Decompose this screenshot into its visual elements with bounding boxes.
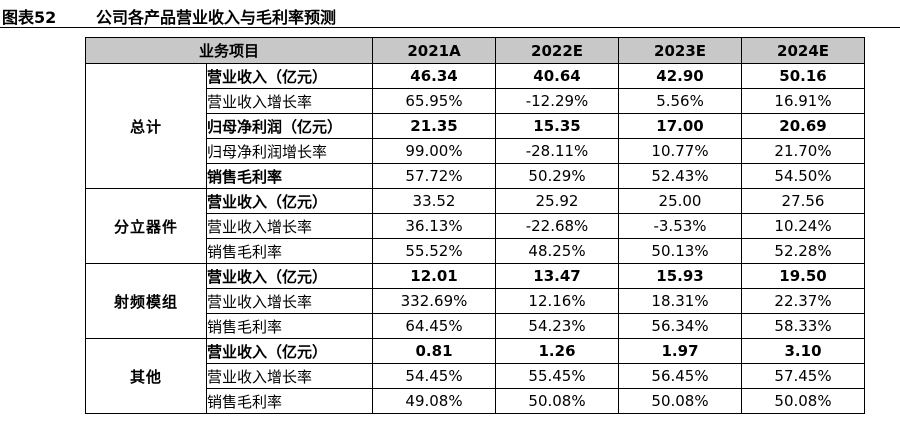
- value-cell: 21.35: [372, 113, 497, 139]
- table-row: 营业收入增长率 65.95% -12.29% 5.56% 16.91%: [86, 88, 866, 114]
- value-cell: 332.69%: [372, 288, 497, 314]
- value-cell: 25.92: [495, 188, 620, 214]
- value-cell: 13.47: [495, 263, 620, 289]
- value-cell: 99.00%: [372, 138, 497, 164]
- header-year: 2021A: [372, 37, 497, 64]
- value-cell: 52.43%: [618, 163, 743, 189]
- value-cell: 18.31%: [618, 288, 743, 314]
- value-cell: 36.13%: [372, 213, 497, 239]
- value-cell: 10.24%: [741, 213, 866, 239]
- group-label: 其他: [85, 338, 207, 414]
- value-cell: 12.16%: [495, 288, 620, 314]
- value-cell: -28.11%: [495, 138, 620, 164]
- value-cell: 50.16: [741, 63, 866, 89]
- header-year: 2024E: [741, 37, 866, 64]
- metric-label: 营业收入（亿元）: [205, 63, 374, 89]
- value-cell: 21.70%: [741, 138, 866, 164]
- value-cell: 40.64: [495, 63, 620, 89]
- value-cell: 49.08%: [372, 388, 497, 414]
- value-cell: 0.81: [372, 338, 497, 364]
- table-row: 归母净利润（亿元） 21.35 15.35 17.00 20.69: [86, 113, 866, 139]
- table-row: 销售毛利率 55.52% 48.25% 50.13% 52.28%: [86, 238, 866, 264]
- value-cell: 19.50: [741, 263, 866, 289]
- value-cell: 20.69: [741, 113, 866, 139]
- value-cell: 50.08%: [618, 388, 743, 414]
- value-cell: 16.91%: [741, 88, 866, 114]
- metric-label: 归母净利润增长率: [205, 138, 374, 164]
- table-row: 分立器件 营业收入（亿元） 33.52 25.92 25.00 27.56: [85, 188, 866, 264]
- header-year: 2023E: [618, 37, 743, 64]
- value-cell: 50.08%: [495, 388, 620, 414]
- figure-label: 图表52: [2, 8, 57, 27]
- value-cell: 56.45%: [618, 363, 743, 389]
- value-cell: 57.45%: [741, 363, 866, 389]
- value-cell: 12.01: [372, 263, 497, 289]
- value-cell: 55.52%: [372, 238, 497, 264]
- value-cell: 5.56%: [618, 88, 743, 114]
- header-business-item: 业务项目: [84, 37, 374, 64]
- value-cell: 65.95%: [372, 88, 497, 114]
- metric-label: 营业收入增长率: [205, 88, 374, 114]
- value-cell: 54.23%: [495, 313, 620, 339]
- value-cell: 54.45%: [372, 363, 497, 389]
- table-row: 归母净利润增长率 99.00% -28.11% 10.77% 21.70%: [86, 138, 866, 164]
- value-cell: 46.34: [372, 63, 497, 89]
- value-cell: 27.56: [741, 188, 866, 214]
- value-cell: 3.10: [741, 338, 866, 364]
- metric-label: 销售毛利率: [205, 238, 374, 264]
- value-cell: 50.13%: [618, 238, 743, 264]
- value-cell: -12.29%: [495, 88, 620, 114]
- value-cell: 1.26: [495, 338, 620, 364]
- table-row: 射频模组 营业收入（亿元） 12.01 13.47 15.93 19.50: [85, 263, 866, 339]
- metric-label: 销售毛利率: [205, 388, 374, 414]
- metric-label: 归母净利润（亿元）: [205, 113, 374, 139]
- metric-label: 营业收入增长率: [205, 213, 374, 239]
- value-cell: 48.25%: [495, 238, 620, 264]
- group-label: 总计: [85, 63, 207, 189]
- value-cell: 25.00: [618, 188, 743, 214]
- metric-label: 营业收入增长率: [205, 363, 374, 389]
- value-cell: 15.35: [495, 113, 620, 139]
- table-header-row: 业务项目 2021A 2022E 2023E 2024E: [84, 37, 866, 64]
- value-cell: 1.97: [618, 338, 743, 364]
- metric-label: 营业收入增长率: [205, 288, 374, 314]
- value-cell: 64.45%: [372, 313, 497, 339]
- metric-label: 销售毛利率: [205, 163, 374, 189]
- group-label: 分立器件: [85, 188, 207, 264]
- value-cell: 42.90: [618, 63, 743, 89]
- value-cell: -3.53%: [618, 213, 743, 239]
- value-cell: 10.77%: [618, 138, 743, 164]
- value-cell: 56.34%: [618, 313, 743, 339]
- metric-label: 营业收入（亿元）: [205, 188, 374, 214]
- metric-label: 销售毛利率: [205, 313, 374, 339]
- table-row: 其他 营业收入（亿元） 0.81 1.26 1.97 3.10: [85, 338, 866, 414]
- table-row: 营业收入增长率 54.45% 55.45% 56.45% 57.45%: [86, 363, 866, 389]
- value-cell: 33.52: [372, 188, 497, 214]
- value-cell: -22.68%: [495, 213, 620, 239]
- value-cell: 54.50%: [741, 163, 866, 189]
- value-cell: 52.28%: [741, 238, 866, 264]
- figure-title: 公司各产品营业收入与毛利率预测: [96, 8, 337, 27]
- table-row: 总计 营业收入（亿元） 46.34 40.64 42.90 50.16: [85, 63, 866, 189]
- metric-label: 营业收入（亿元）: [205, 263, 374, 289]
- table-row: 营业收入增长率 36.13% -22.68% -3.53% 10.24%: [86, 213, 866, 239]
- group-label: 射频模组: [85, 263, 207, 339]
- header-year: 2022E: [495, 37, 620, 64]
- value-cell: 50.29%: [495, 163, 620, 189]
- value-cell: 22.37%: [741, 288, 866, 314]
- table-row: 销售毛利率 49.08% 50.08% 50.08% 50.08%: [86, 388, 866, 414]
- value-cell: 15.93: [618, 263, 743, 289]
- value-cell: 58.33%: [741, 313, 866, 339]
- value-cell: 57.72%: [372, 163, 497, 189]
- value-cell: 55.45%: [495, 363, 620, 389]
- value-cell: 50.08%: [741, 388, 866, 414]
- figure-title-bar: 图表52 公司各产品营业收入与毛利率预测: [0, 0, 900, 28]
- financial-forecast-table: 业务项目 2021A 2022E 2023E 2024E 总计 营业收入（亿元）…: [84, 37, 866, 414]
- value-cell: 17.00: [618, 113, 743, 139]
- metric-label: 营业收入（亿元）: [205, 338, 374, 364]
- table-row: 销售毛利率 57.72% 50.29% 52.43% 54.50%: [86, 163, 866, 189]
